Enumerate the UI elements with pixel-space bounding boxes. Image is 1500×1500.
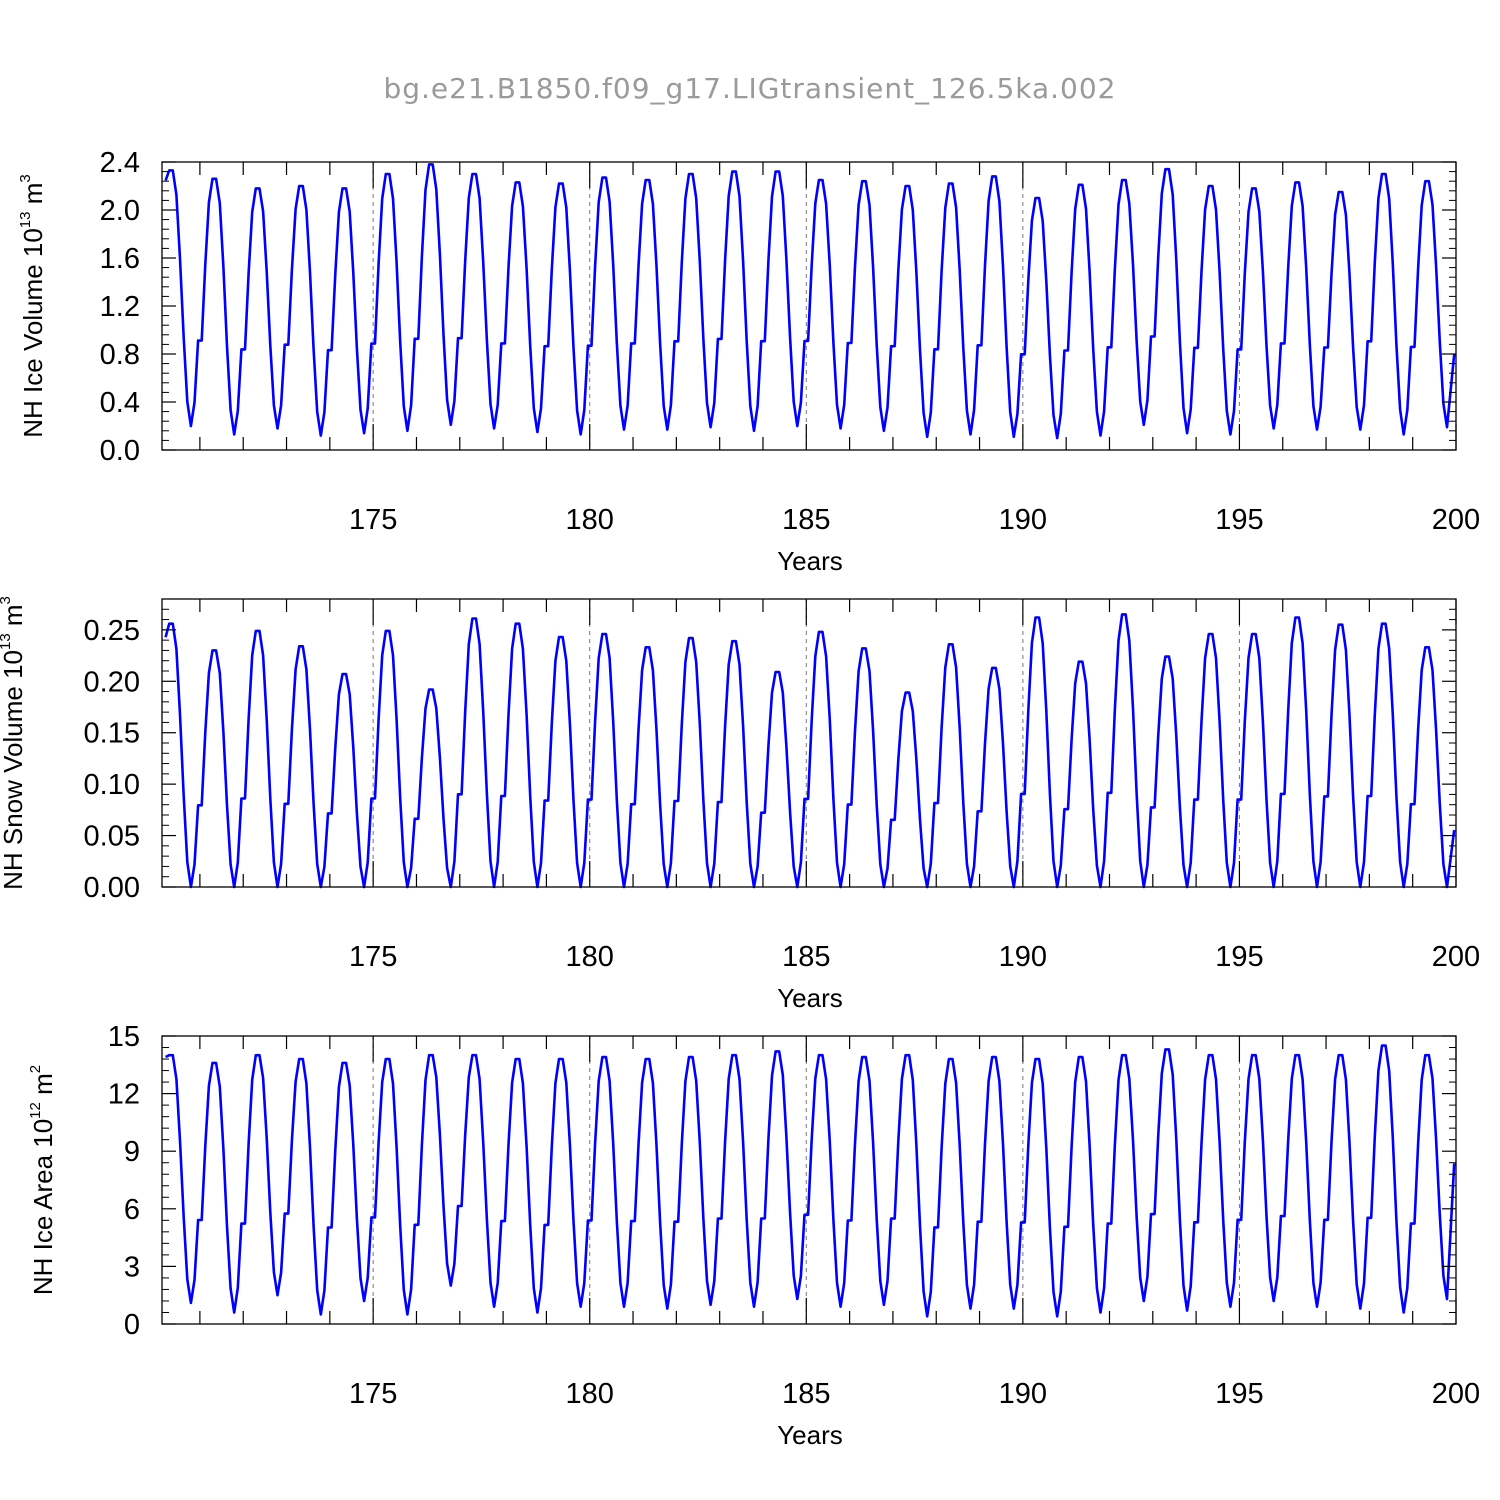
x-tick-label: 195 xyxy=(1215,1378,1263,1410)
x-tick-label: 190 xyxy=(999,504,1047,536)
y-tick-label: 2.4 xyxy=(100,147,140,179)
y-tick-label: 0 xyxy=(124,1309,140,1341)
x-tick-label: 175 xyxy=(349,941,397,973)
y-tick-label: 1.2 xyxy=(100,291,140,323)
x-tick-label: 190 xyxy=(999,1378,1047,1410)
x-tick-label: 185 xyxy=(782,1378,830,1410)
chart-panel-ice-area: 175 180 185 190 195 200 Years 0 3 6 9 12 15 NH Ice Ar… xyxy=(27,1021,1480,1450)
y-tick-label: 1.6 xyxy=(100,243,140,275)
x-tick-label: 200 xyxy=(1432,1378,1480,1410)
y-tick-label: 0.00 xyxy=(84,872,140,904)
x-tick-label: 200 xyxy=(1432,504,1480,536)
x-tick-label: 200 xyxy=(1432,941,1480,973)
series-line xyxy=(164,613,1456,889)
y-tick-label: 0.05 xyxy=(84,821,140,853)
x-axis-label: Years xyxy=(777,1420,843,1450)
x-tick-label: 180 xyxy=(566,941,614,973)
y-tick-label: 15 xyxy=(108,1021,140,1053)
y-tick-label: 6 xyxy=(124,1194,140,1226)
series-line xyxy=(165,1044,1456,1318)
x-axis-label: Years xyxy=(777,983,843,1013)
y-axis-label: NH Snow Volume 1013 m3 xyxy=(0,596,28,890)
series-line xyxy=(164,163,1456,440)
y-tick-label: 12 xyxy=(108,1079,140,1111)
plot-frame xyxy=(161,598,1457,888)
y-tick-label: 0.20 xyxy=(84,666,140,698)
y-axis-label: NH Ice Volume 1013 m3 xyxy=(17,174,48,437)
x-tick-label: 180 xyxy=(566,504,614,536)
x-tick-label: 175 xyxy=(349,504,397,536)
plot-frame xyxy=(161,1035,1457,1325)
x-tick-label: 195 xyxy=(1215,941,1263,973)
x-axis-label: Years xyxy=(777,546,843,576)
y-tick-label: 0.15 xyxy=(84,718,140,750)
x-tick-label: 185 xyxy=(782,504,830,536)
x-tick-label: 180 xyxy=(566,1378,614,1410)
x-tick-label: 190 xyxy=(999,941,1047,973)
y-tick-label: 0.10 xyxy=(84,769,140,801)
y-tick-label: 0.0 xyxy=(100,435,140,467)
x-tick-label: 185 xyxy=(782,941,830,973)
y-tick-label: 0.8 xyxy=(100,339,140,371)
chart-panel-ice-volume: 175 180 185 190 195 200 Years 0.0 0.4 0.8 1.2 1.6 2.… xyxy=(17,147,1480,576)
y-tick-label: 0.25 xyxy=(84,615,140,647)
x-tick-label: 195 xyxy=(1215,504,1263,536)
x-tick-label: 175 xyxy=(349,1378,397,1410)
y-tick-label: 0.4 xyxy=(100,387,140,419)
y-tick-label: 3 xyxy=(124,1251,140,1283)
figure-title: bg.e21.B1850.f09_g17.LIGtransient_126.5k… xyxy=(383,72,1116,105)
chart-panels: 175 180 185 190 195 200 Years 0.0 0.4 0.8 1.2 1.6 2.… xyxy=(0,147,1480,1450)
y-tick-label: 2.0 xyxy=(100,195,140,227)
chart-panel-snow-volume: 175 180 185 190 195 200 Years 0.00 0.05 0.10 0.15 0… xyxy=(0,596,1480,1013)
y-axis-label: NH Ice Area 1012 m2 xyxy=(27,1065,58,1295)
y-tick-label: 9 xyxy=(124,1136,140,1168)
